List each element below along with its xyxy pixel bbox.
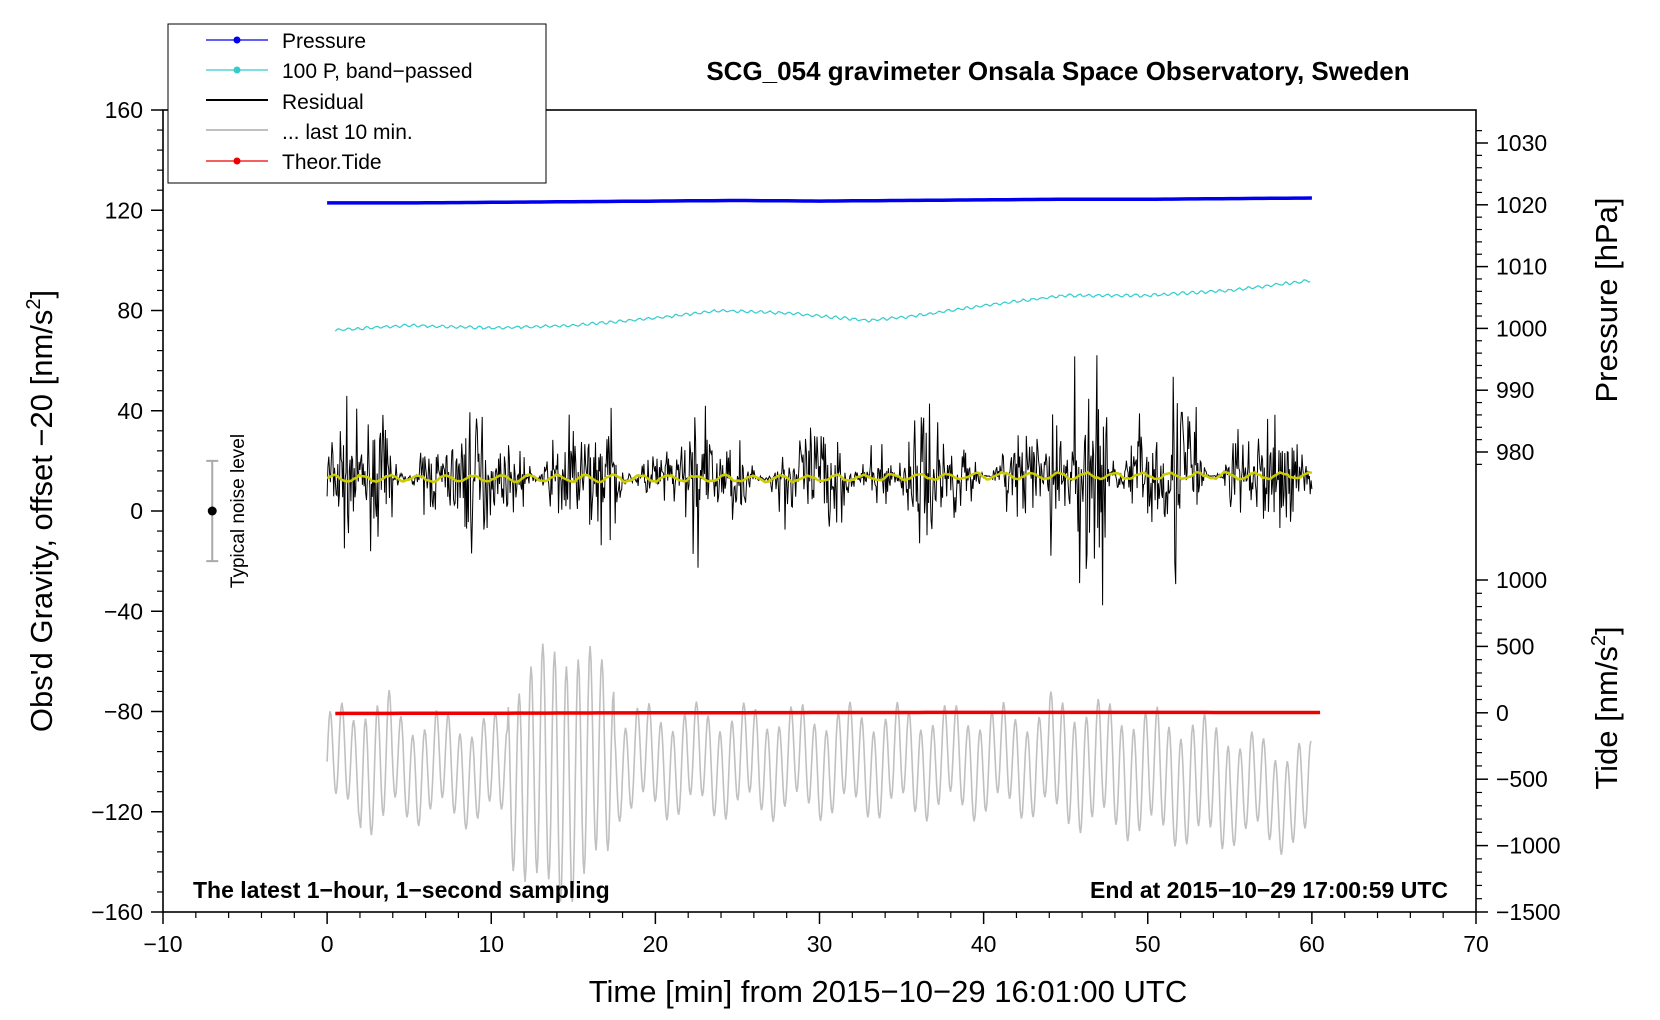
x-tick-label: 40 [971, 931, 997, 957]
legend-entry-residual: Residual [206, 91, 364, 114]
legend-entry-last10: ... last 10 min. [206, 121, 413, 144]
y-tick-label: 160 [105, 97, 143, 123]
tide-tick-label: −500 [1496, 766, 1548, 792]
sampling-note: The latest 1−hour, 1−second sampling [193, 877, 610, 903]
y-axis-ticks: 160 120 80 40 0 −40 −80 −120 −160 [91, 97, 163, 925]
noise-level-label: Typical noise level [228, 434, 249, 588]
x-tick-label: 0 [321, 931, 334, 957]
y-tick-label: 0 [130, 498, 143, 524]
legend-entry-tide: Theor.Tide [206, 151, 382, 174]
legend-entry-bandpassed: 100 P, band−passed [206, 60, 473, 83]
tide-tick-label: −1500 [1496, 899, 1561, 925]
y-axis-label: Obs'd Gravity, offset −20 [nm/s2] [23, 290, 59, 732]
tide-axis-label: Tide [nm/s2] [1588, 626, 1624, 789]
x-tick-label: 30 [807, 931, 833, 957]
pressure-axis-label: Pressure [hPa] [1589, 197, 1624, 402]
tide-tick-label: 0 [1496, 700, 1509, 726]
y-tick-label: 40 [117, 398, 143, 424]
y-tick-label: −80 [104, 699, 143, 725]
series-residual [326, 355, 1313, 606]
pressure-tick-label: 1030 [1496, 130, 1547, 156]
tide-axis-ticks: 1000 500 0 −500 −1000 −1500 [1476, 567, 1561, 925]
tide-tick-label: −1000 [1496, 833, 1561, 859]
y-tick-label: 120 [105, 197, 143, 223]
x-tick-label: 60 [1299, 931, 1325, 957]
x-tick-label: −10 [143, 931, 182, 957]
tide-tick-label: 1000 [1496, 567, 1547, 593]
legend-label-residual: Residual [282, 91, 364, 114]
legend-box [167, 23, 547, 184]
pressure-tick-label: 1020 [1496, 192, 1547, 218]
x-tick-label: 70 [1463, 931, 1489, 957]
series-last-10-min [326, 643, 1312, 903]
noise-center-dot [207, 506, 217, 516]
legend-label-tide: Theor.Tide [282, 151, 382, 174]
y-tick-label: −120 [91, 799, 143, 825]
end-time-note: End at 2015−10−29 17:00:59 UTC [1090, 877, 1448, 903]
legend-label-pressure: Pressure [282, 30, 366, 53]
y-tick-label: −40 [104, 598, 143, 624]
x-tick-label: 20 [643, 931, 669, 957]
series-theor-tide [335, 710, 1321, 716]
series-band-passed [334, 279, 1311, 332]
pressure-axis-ticks: 1030 1020 1010 1000 990 980 [1476, 130, 1547, 465]
pressure-tick-label: 1000 [1496, 315, 1547, 341]
legend: Pressure 100 P, band−passed Residual ...… [167, 23, 547, 184]
x-axis-ticks: −10 0 10 20 30 40 50 60 70 [143, 912, 1489, 957]
x-axis-label: Time [min] from 2015−10−29 16:01:00 UTC [589, 974, 1188, 1009]
y-tick-label: −160 [91, 899, 143, 925]
legend-label-bandpassed: 100 P, band−passed [282, 60, 473, 83]
legend-label-last10: ... last 10 min. [282, 121, 413, 144]
series-layer [326, 196, 1321, 903]
tide-tick-label: 500 [1496, 633, 1534, 659]
x-tick-label: 50 [1135, 931, 1161, 957]
legend-marker-pressure [233, 36, 241, 44]
noise-level-indicator: Typical noise level [206, 434, 249, 588]
x-tick-label: 10 [478, 931, 504, 957]
chart-title: SCG_054 gravimeter Onsala Space Observat… [706, 56, 1409, 86]
legend-marker-tide [233, 157, 241, 165]
legend-marker-bandpassed [233, 66, 241, 74]
legend-entry-pressure: Pressure [206, 30, 366, 53]
pressure-tick-label: 990 [1496, 377, 1534, 403]
series-pressure [327, 196, 1312, 205]
pressure-tick-label: 980 [1496, 439, 1534, 465]
plot-frame [162, 109, 1477, 913]
series-residual-average [326, 470, 1313, 484]
pressure-tick-label: 1010 [1496, 254, 1547, 280]
y-tick-label: 80 [117, 298, 143, 324]
